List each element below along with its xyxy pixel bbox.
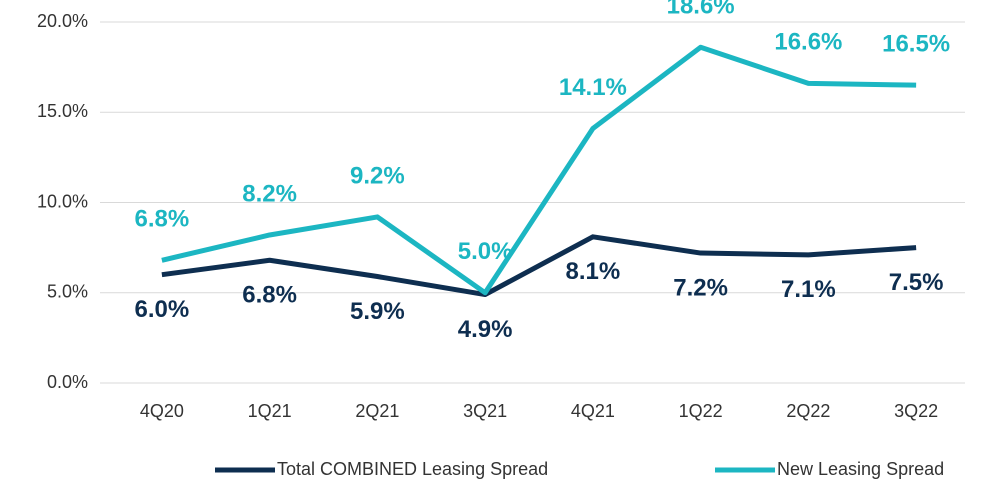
data-label: 6.8% [242, 282, 297, 309]
data-label: 7.5% [889, 269, 944, 296]
data-label: 18.6% [667, 0, 735, 20]
data-label: 6.8% [135, 206, 190, 233]
series-line [161, 234, 917, 298]
data-label: 9.2% [350, 162, 405, 189]
data-label: 5.9% [350, 298, 405, 325]
data-label: 4.9% [458, 316, 513, 343]
data-label: 16.6% [774, 29, 842, 56]
data-label: 7.2% [673, 274, 728, 301]
x-tick-label: 4Q21 [571, 401, 615, 421]
data-label: 14.1% [559, 74, 627, 101]
data-label: 7.1% [781, 276, 836, 303]
x-tick-label: 1Q22 [679, 401, 723, 421]
data-label: 8.2% [242, 180, 297, 207]
legend-label: Total COMBINED Leasing Spread [277, 459, 548, 479]
y-tick-label: 10.0% [37, 191, 88, 211]
y-tick-label: 15.0% [37, 101, 88, 121]
x-tick-label: 3Q22 [894, 401, 938, 421]
x-tick-label: 2Q22 [786, 401, 830, 421]
data-label: 8.1% [566, 258, 621, 285]
legend-label: New Leasing Spread [777, 459, 944, 479]
y-tick-label: 20.0% [37, 11, 88, 31]
data-label: 5.0% [458, 238, 513, 265]
data-label: 6.0% [135, 296, 190, 323]
y-tick-label: 0.0% [47, 372, 88, 392]
y-tick-label: 5.0% [47, 282, 88, 302]
x-tick-label: 1Q21 [248, 401, 292, 421]
series-line [161, 44, 917, 296]
data-label: 16.5% [882, 31, 950, 58]
x-tick-label: 4Q20 [140, 401, 184, 421]
x-tick-label: 3Q21 [463, 401, 507, 421]
x-tick-label: 2Q21 [355, 401, 399, 421]
